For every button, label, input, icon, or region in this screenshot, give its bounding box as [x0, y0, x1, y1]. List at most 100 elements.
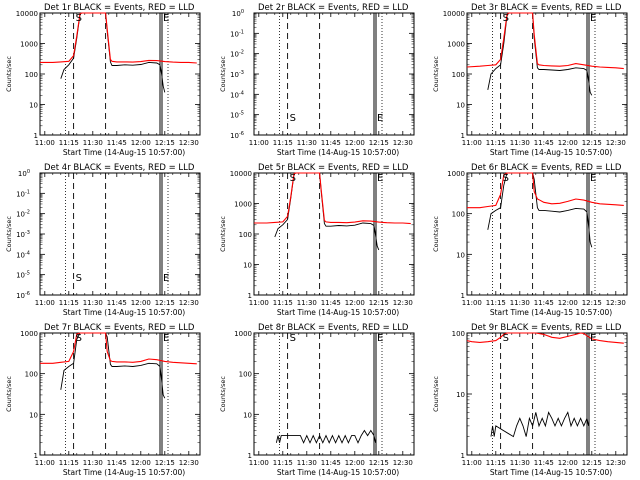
plot-frame: [253, 332, 415, 456]
y-tick-label: 10000: [16, 10, 38, 18]
y-tick-label: 10: [243, 262, 252, 270]
x-tick-label: 11:00: [249, 139, 269, 147]
x-tick-label: 12:30: [606, 299, 626, 307]
x-tick-label: 12:00: [558, 299, 578, 307]
y-tick-label: 100: [452, 211, 465, 219]
y-tick-label: 10-1: [16, 189, 30, 198]
y-axis-label: Counts/sec: [5, 376, 13, 412]
x-axis-label: Start Time (14-Aug-15 10:57:00): [63, 148, 185, 157]
x-tick-label: 11:30: [510, 139, 530, 147]
y-tick-label: 1: [34, 452, 38, 460]
x-tick-label: 11:45: [321, 459, 341, 467]
x-tick-label: 12:00: [131, 459, 151, 467]
end-marker-label: E: [377, 333, 383, 344]
y-tick-label: 10: [456, 391, 465, 399]
plot-frame: [39, 332, 201, 456]
y-axis-label: Counts/sec: [219, 376, 227, 412]
y-tick-label: 10: [29, 102, 38, 110]
series-line-lld: [466, 12, 624, 70]
panel-title: Det 2r BLACK = Events, RED = LLD: [258, 3, 409, 13]
end-marker-label: E: [377, 173, 383, 184]
y-tick-label: 1: [461, 132, 465, 140]
start-marker-label: S: [76, 13, 82, 24]
x-tick-label: 12:15: [155, 459, 175, 467]
series-line-events: [487, 12, 593, 96]
x-tick-label: 11:15: [273, 459, 293, 467]
y-tick-label: 10: [456, 102, 465, 110]
x-tick-label: 12:15: [155, 299, 175, 307]
panel-1: Det 1r BLACK = Events, RED = LLD Counts/s…: [5, 3, 201, 157]
x-tick-label: 11:30: [510, 299, 530, 307]
x-tick-label: 11:30: [83, 299, 103, 307]
series-line-events: [60, 332, 166, 399]
start-marker-label: S: [290, 173, 296, 184]
panel-3: Det 3r BLACK = Events, RED = LLD Counts/s…: [432, 3, 628, 157]
panel-title: Det 5r BLACK = Events, RED = LLD: [258, 163, 409, 173]
end-marker-label: E: [590, 333, 596, 344]
y-tick-label: 1: [248, 292, 252, 300]
y-tick-label: 10-3: [16, 230, 30, 239]
panel-7: Det 7r BLACK = Events, RED = LLD Counts/s…: [5, 323, 201, 477]
x-tick-label: 11:30: [83, 139, 103, 147]
panel-title: Det 3r BLACK = Events, RED = LLD: [471, 3, 622, 13]
x-tick-label: 11:30: [297, 299, 317, 307]
x-axis-label: Start Time (14-Aug-15 10:57:00): [490, 148, 612, 157]
series-line-lld: [466, 332, 624, 344]
x-tick-label: 11:00: [462, 139, 482, 147]
y-tick-label: 100: [239, 231, 252, 239]
x-axis-label: Start Time (14-Aug-15 10:57:00): [63, 468, 185, 477]
end-marker-label: E: [163, 273, 169, 284]
start-marker-label: S: [290, 333, 296, 344]
y-tick-label: 1: [461, 452, 465, 460]
x-tick-label: 12:15: [369, 139, 389, 147]
plot-frame: [253, 172, 415, 296]
y-tick-label: 1000: [20, 330, 38, 338]
y-tick-label: 100: [25, 71, 38, 79]
x-tick-label: 11:45: [321, 139, 341, 147]
plot-frame: [39, 12, 201, 136]
y-tick-label: 10: [243, 411, 252, 419]
x-tick-label: 12:15: [582, 459, 602, 467]
y-axis-label: Counts/sec: [432, 216, 440, 252]
x-tick-label: 11:15: [59, 299, 79, 307]
y-axis-label: Counts/sec: [5, 56, 13, 92]
x-tick-label: 11:00: [35, 299, 55, 307]
x-tick-label: 11:15: [273, 139, 293, 147]
plot-frame: [466, 172, 628, 296]
y-tick-label: 100: [239, 371, 252, 379]
x-axis-label: Start Time (14-Aug-15 10:57:00): [490, 468, 612, 477]
y-axis-label: Counts/sec: [5, 216, 13, 252]
series-line-lld: [40, 332, 197, 365]
end-marker-label: E: [377, 113, 383, 124]
x-tick-label: 12:30: [393, 139, 413, 147]
x-tick-label: 11:45: [534, 459, 554, 467]
end-marker-label: E: [163, 13, 169, 24]
x-tick-label: 12:00: [131, 299, 151, 307]
panel-title: Det 7r BLACK = Events, RED = LLD: [44, 323, 195, 333]
plot-frame: [466, 332, 628, 456]
y-tick-label: 1000: [20, 41, 38, 49]
x-tick-label: 12:30: [393, 459, 413, 467]
x-tick-label: 12:30: [179, 459, 199, 467]
x-tick-label: 12:30: [606, 459, 626, 467]
x-tick-label: 11:00: [249, 299, 269, 307]
panel-9: Det 9r BLACK = Events, RED = LLD Counts/s…: [432, 323, 628, 477]
y-axis-label: Counts/sec: [432, 376, 440, 412]
y-tick-label: 1000: [234, 330, 252, 338]
y-tick-label: 100: [452, 71, 465, 79]
y-tick-label: 100: [18, 169, 30, 178]
series-line-events: [490, 411, 590, 438]
start-marker-label: S: [503, 333, 509, 344]
start-marker-label: S: [76, 333, 82, 344]
y-tick-label: 10-2: [16, 210, 30, 219]
panel-6: Det 6r BLACK = Events, RED = LLD Counts/s…: [432, 163, 628, 317]
y-axis-label: Counts/sec: [219, 56, 227, 92]
y-axis-label: Counts/sec: [432, 56, 440, 92]
y-tick-label: 100: [452, 330, 465, 338]
x-tick-label: 12:30: [179, 299, 199, 307]
x-tick-label: 12:15: [155, 139, 175, 147]
series-line-lld: [467, 172, 624, 209]
x-axis-label: Start Time (14-Aug-15 10:57:00): [277, 148, 399, 157]
panel-4: Det 4r BLACK = Events, RED = LLD Counts/s…: [5, 163, 201, 317]
x-tick-label: 11:30: [510, 459, 530, 467]
